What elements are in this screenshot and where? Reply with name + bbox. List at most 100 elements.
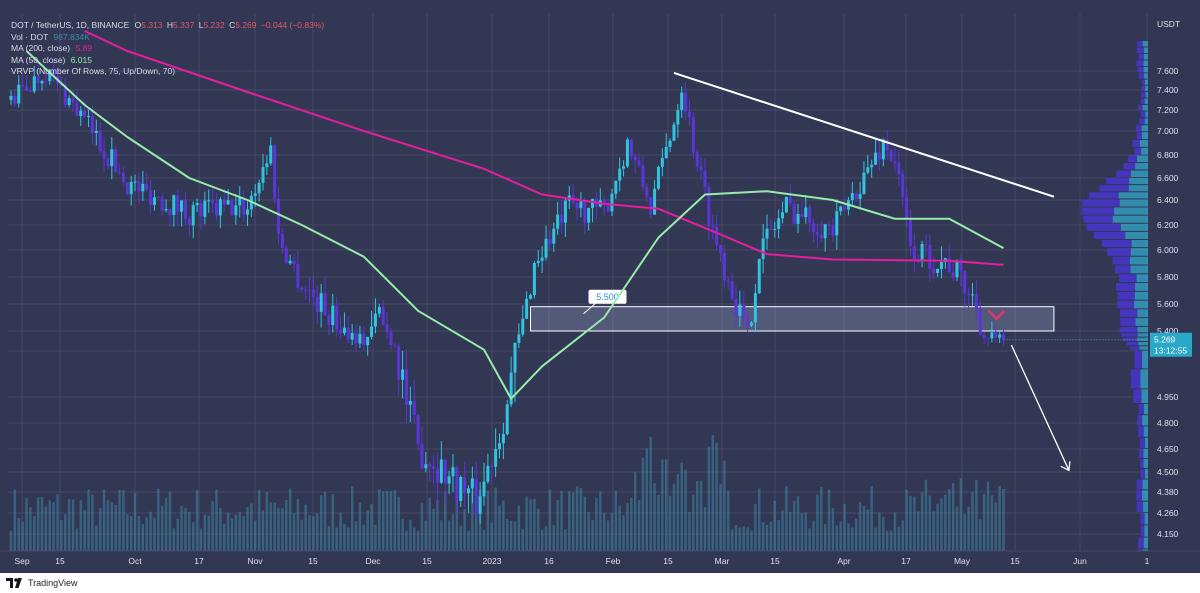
legend-vrvp-row[interactable]: VRVP (Number Of Rows, 75, Up/Down, 70) [11,66,326,78]
vrvp-row-down [1141,92,1146,98]
volume-bar [808,528,811,551]
candle-body [970,294,974,296]
vrvp-row-up [1143,426,1148,437]
volume-bar [385,490,389,551]
candle-body [784,196,788,213]
open-label: O [134,20,142,30]
candle-body [691,117,695,153]
vrvp-row-down [1117,291,1135,300]
vrvp-row-down [1137,41,1143,47]
candle-body [187,218,191,226]
candle-body [610,193,614,212]
volume-bar [316,513,319,551]
candle-body [180,200,184,212]
volume-bar [742,526,745,551]
candle-body [443,459,447,484]
volume-bar [618,505,621,551]
volume-bar [657,495,660,551]
legend-ma200-row[interactable]: MA (200, close) 5.89 [11,43,326,55]
vrvp-row-down [1130,369,1141,389]
vrvp-row-up [1120,223,1148,231]
volume-bar [242,516,245,551]
vrvp-row-down [1106,178,1130,185]
volume-bar [455,490,459,551]
candle-body [711,226,715,228]
footer-brand[interactable]: TradingView [6,575,78,591]
volume-bars [9,435,1005,551]
vrvp-row-down [1137,415,1143,426]
vrvp-row-up [1141,132,1148,139]
price-tick-label: 5.600 [1157,299,1179,309]
legend-volume-row[interactable]: Vol · DOT 987.834K [11,32,326,44]
vrvp-row-down [1119,326,1138,333]
volume-bar [579,488,583,551]
candle-body [482,481,486,497]
candle-body [982,334,986,338]
volume-bar [133,493,137,551]
candle-body [967,293,971,295]
volume-bar [250,503,253,551]
candle-body [866,167,870,173]
vrvp-row-down [1138,449,1144,458]
volume-bar [951,483,955,551]
candle-body [881,139,885,160]
volume-bar [851,527,854,551]
candle-body [447,476,451,484]
volume-bar [614,491,618,551]
candle-body [269,145,273,164]
candle-body [494,449,498,467]
vrvp-row-up [1119,199,1148,207]
candle-body [435,468,439,483]
volume-bar [521,528,524,551]
volume-bar [447,520,451,551]
volume-bar [110,502,114,551]
symbol-title[interactable]: DOT / TetherUS, 1D, BINANCE [11,20,130,30]
price-tick-label: 6.800 [1157,150,1179,160]
volume-bar [525,496,528,551]
legend-ma50-row[interactable]: MA (50, close) 6.015 [11,55,326,67]
candle-body [389,332,393,346]
vrvp-row-up [1141,125,1148,132]
candle-body [408,400,412,405]
volume-bar [358,502,362,551]
volume-bar [723,460,726,551]
candle-body [191,205,195,226]
volume-bar [95,525,98,551]
volume-bar [630,497,633,551]
vrvp-row-up [1145,79,1148,85]
volume-bar [269,502,272,551]
candle-body [513,342,517,373]
candle-body [905,196,909,220]
vrvp-row-up [1142,479,1148,490]
candle-body [641,165,645,188]
vrvp-row-down [1132,140,1140,147]
time-axis[interactable]: Sep 15 Oct 17 Nov 15 Dec 15 2023 16 Feb 15 Mar 15 Apr 1… [0,550,1200,573]
vrvp-row-down [1119,274,1137,283]
volume-bar [785,486,788,551]
volume-bar [509,520,513,551]
legend-symbol-row[interactable]: DOT / TetherUS, 1D, BINANCE O5.313 H5.33… [11,20,326,32]
volume-bar [207,515,210,551]
vrvp-row-down [1140,513,1145,525]
price-axis[interactable]: USDT 7.600 7.400 7.200 7.000 6.800 6.600 6.400 6… [1148,0,1200,573]
volume-bar [796,496,800,551]
candle-body [315,296,319,312]
candle-body [331,305,335,326]
candle-body [145,183,149,190]
candle-body [699,166,703,171]
vrvp-row-down [1136,47,1144,53]
price-tick-label: 5.400 [1157,326,1179,336]
volume-bar [761,522,765,551]
candle-body [695,152,699,167]
candle-body [284,247,288,264]
volume-bar [440,520,443,551]
close-label: C [229,20,236,30]
volume-bar [959,478,963,551]
candle-body [183,200,187,219]
price-tick-label: 6.400 [1157,195,1179,205]
time-tick-label: 2023 [483,556,502,566]
vrvp-row-down [1093,231,1126,239]
candle-body [466,488,470,494]
